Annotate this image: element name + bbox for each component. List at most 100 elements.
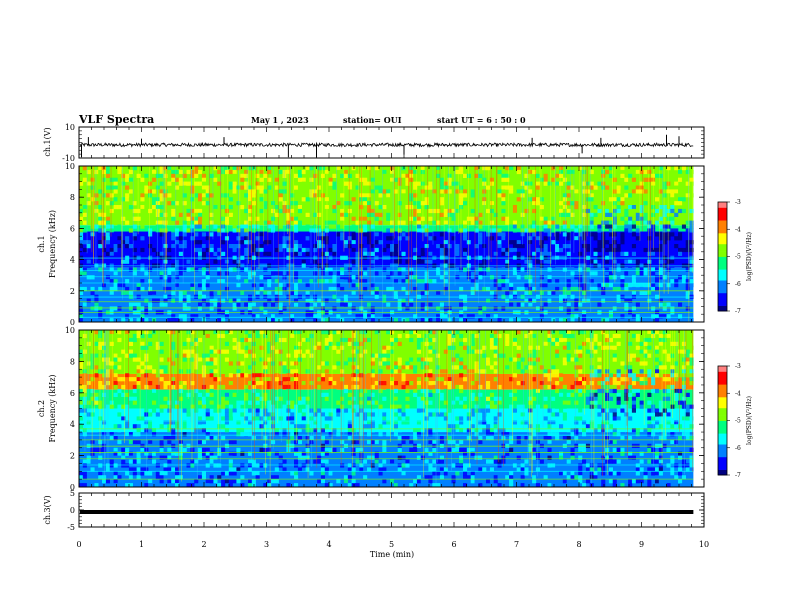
- spectrogram-cell: [94, 306, 98, 310]
- spectrogram-cell: [236, 432, 240, 436]
- spectrogram-cell: [375, 314, 379, 318]
- spectrogram-cell: [359, 365, 363, 369]
- spectrogram-cell: [79, 385, 83, 389]
- spectrogram-cell: [202, 232, 206, 236]
- spectrogram-cell: [229, 432, 233, 436]
- spectrogram-cell: [390, 174, 394, 178]
- spectrogram-cell: [94, 170, 98, 174]
- spectrogram-cell: [674, 236, 678, 240]
- spectrogram-cell: [294, 182, 298, 186]
- spectrogram-cell: [164, 358, 168, 362]
- spectrogram-cell: [129, 361, 133, 365]
- spectrogram-cell: [405, 361, 409, 365]
- spectrogram-cell: [601, 291, 605, 295]
- spectrogram-cell: [682, 166, 686, 170]
- spectrogram-cell: [390, 193, 394, 197]
- spectrogram-cell: [175, 401, 179, 405]
- spectrogram-cell: [421, 291, 425, 295]
- spectrogram-cell: [164, 463, 168, 467]
- spectrogram-cell: [367, 209, 371, 213]
- spectrogram-cell: [252, 479, 256, 483]
- spectrogram-cell: [213, 260, 217, 264]
- spectrogram-cell: [402, 471, 406, 475]
- spectrogram-cell: [217, 306, 221, 310]
- spectrogram-cell: [144, 271, 148, 275]
- spectrogram-cell: [448, 232, 452, 236]
- spectrogram-cell: [294, 361, 298, 365]
- spectrogram-cell: [206, 432, 210, 436]
- spectrogram-cell: [421, 369, 425, 373]
- spectrogram-cell: [129, 440, 133, 444]
- spectrogram-cell: [298, 358, 302, 362]
- spectrogram-cell: [513, 225, 517, 229]
- spectrogram-cell: [79, 306, 83, 310]
- spectrogram-cell: [233, 189, 237, 193]
- spectrogram-cell: [340, 213, 344, 217]
- spectrogram-cell: [244, 248, 248, 252]
- spectrogram-cell: [213, 373, 217, 377]
- spectrogram-cell: [367, 412, 371, 416]
- spectrogram-cell: [240, 358, 244, 362]
- spectrogram-cell: [317, 244, 321, 248]
- spectrogram-cell: [448, 174, 452, 178]
- spectrogram-cell: [275, 432, 279, 436]
- spectrogram-cell: [194, 463, 198, 467]
- spectrogram-cell: [686, 170, 690, 174]
- spectrogram-cell: [279, 252, 283, 256]
- spectrogram-cell: [509, 186, 513, 190]
- spectrogram-cell: [644, 178, 648, 182]
- spectrogram-cell: [298, 456, 302, 460]
- spectrogram-cell: [117, 440, 121, 444]
- spectrogram-cell: [91, 275, 95, 279]
- spectrogram-cell: [574, 236, 578, 240]
- spectrogram-cell: [156, 306, 160, 310]
- spectrogram-cell: [233, 217, 237, 221]
- spectrogram-cell: [117, 232, 121, 236]
- spectrogram-cell: [363, 361, 367, 365]
- spectrogram-cell: [94, 248, 98, 252]
- spectrogram-cell: [279, 350, 283, 354]
- spectrogram-cell: [133, 397, 137, 401]
- spectrogram-cell: [382, 448, 386, 452]
- spectrogram-cell: [640, 221, 644, 225]
- spectrogram-cell: [563, 232, 567, 236]
- spectrogram-cell: [87, 334, 91, 338]
- spectrogram-cell: [94, 342, 98, 346]
- spectrogram-cell: [260, 267, 264, 271]
- spectrogram-cell: [198, 412, 202, 416]
- spectrogram-cell: [567, 303, 571, 307]
- spectrogram-cell: [294, 440, 298, 444]
- spectrogram-cell: [183, 385, 187, 389]
- spectrogram-cell: [402, 174, 406, 178]
- spectrogram-cell: [79, 354, 83, 358]
- spectrogram-cell: [187, 299, 191, 303]
- spectrogram-cell: [298, 409, 302, 413]
- spectrogram-cell: [198, 182, 202, 186]
- spectrogram-cell: [117, 205, 121, 209]
- spectrogram-cell: [367, 205, 371, 209]
- spectrogram-cell: [686, 221, 690, 225]
- spectrogram-cell: [240, 205, 244, 209]
- spectrogram-cell: [513, 299, 517, 303]
- spectrogram-cell: [329, 283, 333, 287]
- spectrogram-cell: [91, 460, 95, 464]
- spectrogram-cell: [244, 225, 248, 229]
- spectrogram-cell: [117, 424, 121, 428]
- spectrogram-cell: [367, 397, 371, 401]
- spectrogram-cell: [102, 342, 106, 346]
- spectrogram-cell: [167, 193, 171, 197]
- spectrogram-cell: [440, 369, 444, 373]
- spectrogram-cell: [117, 225, 121, 229]
- spectrogram-cell: [670, 197, 674, 201]
- spectrogram-cell: [202, 182, 206, 186]
- spectrogram-cell: [417, 409, 421, 413]
- spectrogram-cell: [655, 248, 659, 252]
- spectrogram-cell: [528, 228, 532, 232]
- spectrogram-cell: [302, 424, 306, 428]
- spectrogram-cell: [260, 358, 264, 362]
- spectrogram-cell: [363, 225, 367, 229]
- spectrogram-cell: [114, 244, 118, 248]
- spectrogram-cell: [298, 221, 302, 225]
- spectrogram-cell: [340, 232, 344, 236]
- spectrogram-cell: [375, 440, 379, 444]
